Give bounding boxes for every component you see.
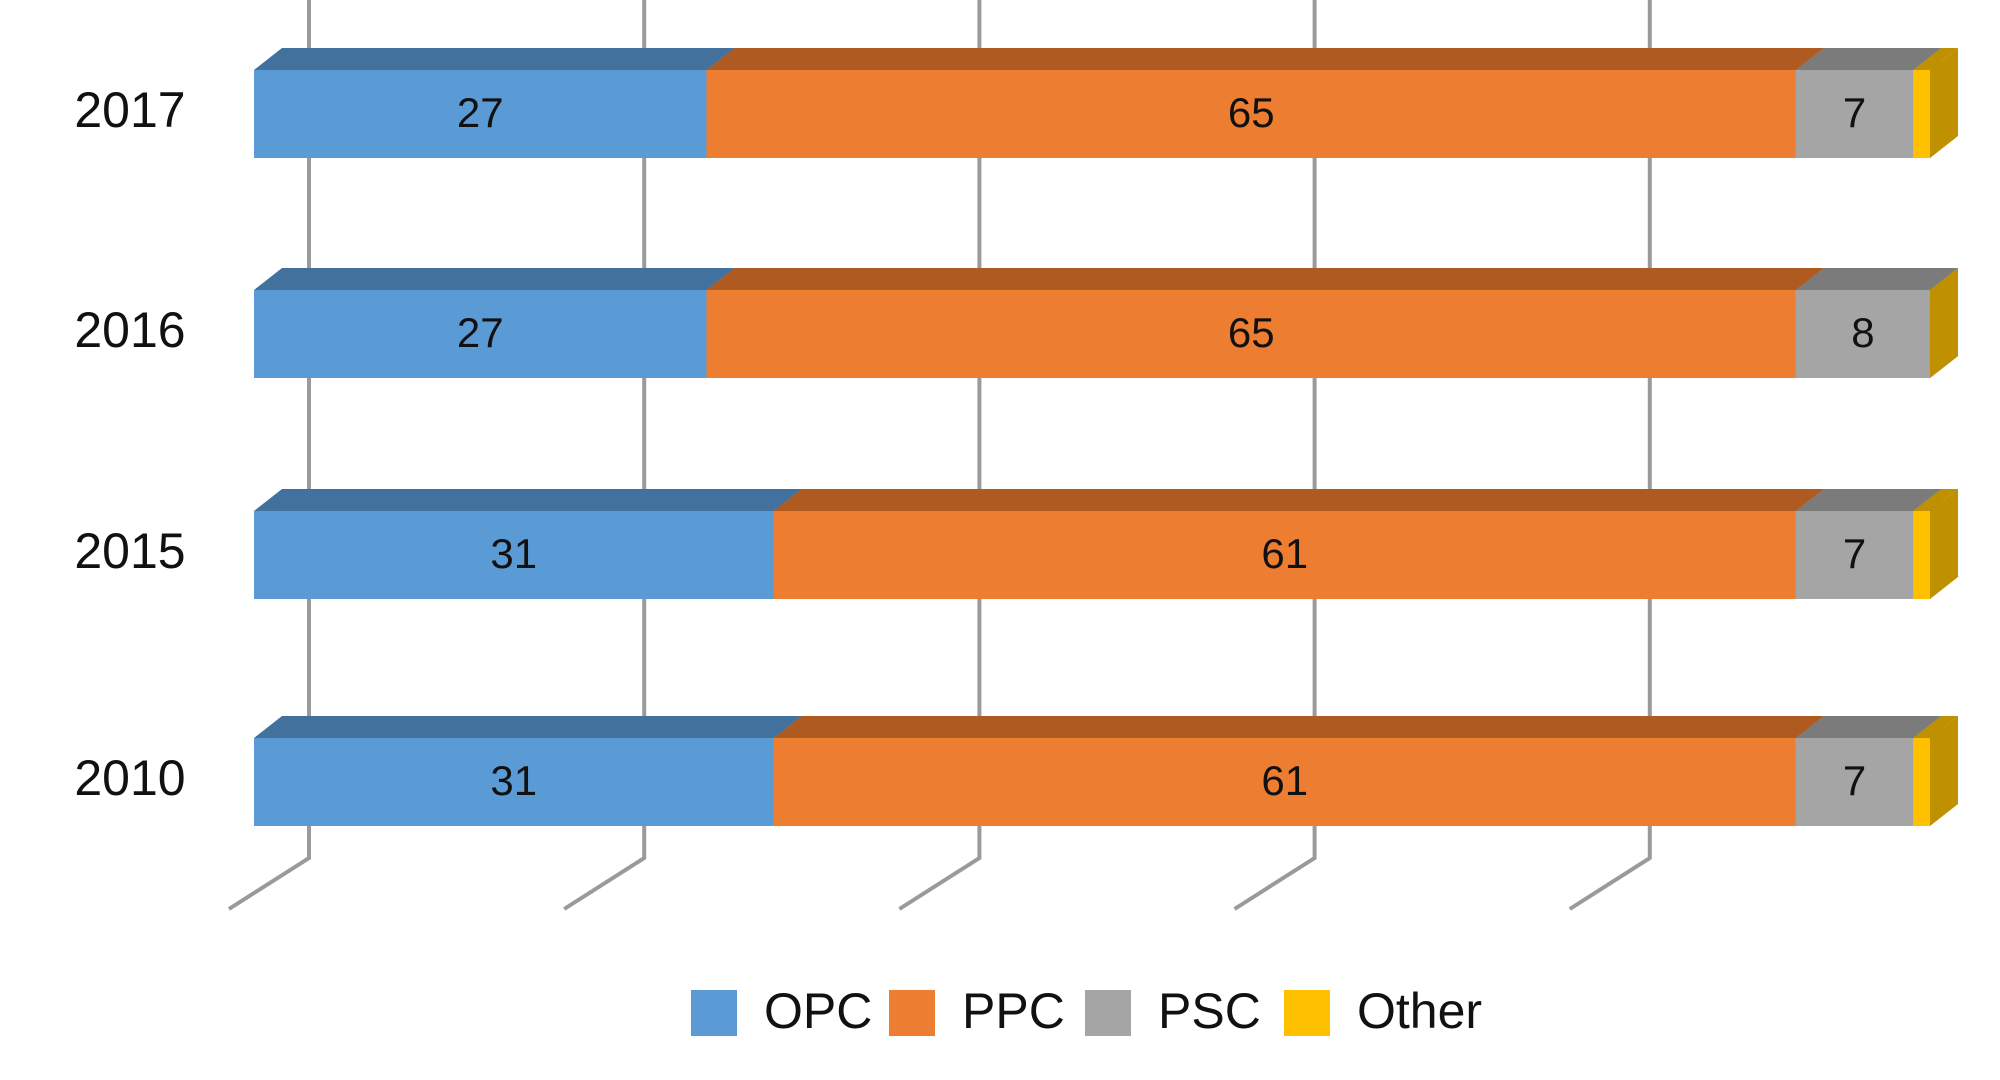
- category-label: 2010: [74, 750, 185, 806]
- bar-front: [1795, 70, 1914, 158]
- bar-front: [254, 290, 707, 378]
- bar-front: [773, 738, 1796, 826]
- legend-swatch: [889, 990, 935, 1036]
- data-label: 65: [1228, 89, 1275, 136]
- bar-segment: [773, 716, 1824, 826]
- bar-top: [254, 489, 802, 511]
- bar-segment: [773, 489, 1824, 599]
- data-label: 7: [1843, 89, 1866, 136]
- bar-segment: [1913, 48, 1958, 158]
- bar-front: [1913, 511, 1930, 599]
- data-label: 61: [1261, 757, 1308, 804]
- bar-front: [706, 290, 1796, 378]
- legend-label: PPC: [962, 983, 1065, 1039]
- bar-top: [254, 716, 802, 738]
- bar-top: [1795, 268, 1958, 290]
- bar-front: [773, 511, 1796, 599]
- data-label: 61: [1261, 530, 1308, 577]
- bar-side: [1930, 48, 1958, 158]
- bar-segment: [1930, 268, 1958, 378]
- bar-top: [1795, 489, 1942, 511]
- bar-segment: [1913, 716, 1958, 826]
- data-label: 31: [490, 530, 537, 577]
- category-label: 2017: [74, 82, 185, 138]
- legend-swatch: [1085, 990, 1131, 1036]
- data-label: 7: [1843, 530, 1866, 577]
- bar-side: [1930, 716, 1958, 826]
- bar-segment: [254, 48, 735, 158]
- bar-segment: [1795, 268, 1958, 378]
- bar-side: [1930, 489, 1958, 599]
- bar-front: [254, 511, 774, 599]
- bar-side: [1930, 268, 1958, 378]
- bar-top: [773, 716, 1824, 738]
- bar-front: [1913, 738, 1930, 826]
- bar-front: [254, 70, 707, 158]
- bar-top: [1913, 716, 1958, 738]
- legend-label: PSC: [1158, 983, 1261, 1039]
- bar-segment: [254, 489, 802, 599]
- bar-segment: [1913, 489, 1958, 599]
- bar-top: [1913, 489, 1958, 511]
- bar-top: [1795, 716, 1942, 738]
- bar-front: [1795, 290, 1930, 378]
- legend-swatch: [1284, 990, 1330, 1036]
- bar-top: [706, 48, 1824, 70]
- legend-swatch: [691, 990, 737, 1036]
- data-label: 27: [457, 89, 504, 136]
- legend-label: Other: [1357, 983, 1482, 1039]
- data-label: 31: [490, 757, 537, 804]
- data-label: 65: [1228, 309, 1275, 356]
- bar-top: [706, 268, 1824, 290]
- bar-front: [1795, 511, 1914, 599]
- category-label: 2016: [74, 302, 185, 358]
- legend-label: OPC: [764, 983, 872, 1039]
- bar-top: [254, 268, 735, 290]
- bar-top: [1795, 48, 1942, 70]
- data-label: 7: [1843, 757, 1866, 804]
- bar-top: [1913, 48, 1958, 70]
- bar-front: [1795, 738, 1914, 826]
- bar-front: [254, 738, 774, 826]
- bar-front: [1913, 70, 1930, 158]
- bar-front: [706, 70, 1796, 158]
- bar-top: [254, 48, 735, 70]
- category-label: 2015: [74, 523, 185, 579]
- bar-top: [773, 489, 1824, 511]
- data-label: 27: [457, 309, 504, 356]
- data-label: 8: [1851, 309, 1874, 356]
